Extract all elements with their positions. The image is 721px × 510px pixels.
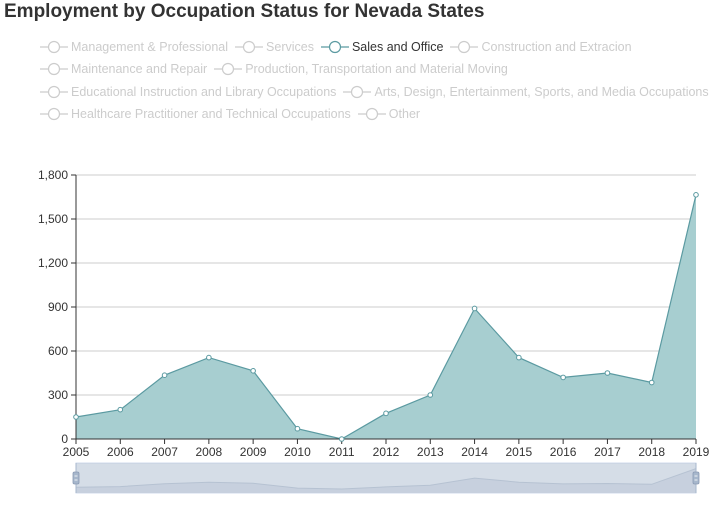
x-tick-label: 2019 — [683, 445, 710, 459]
legend-item-sales-and-office[interactable]: Sales and Office — [320, 40, 444, 54]
data-point[interactable] — [516, 354, 522, 361]
legend-line-circle-icon — [40, 62, 68, 76]
legend-label: Services — [266, 40, 314, 54]
legend-line-circle-icon — [40, 85, 68, 99]
legend-line-circle-icon — [357, 107, 386, 121]
y-tick-label: 0 — [61, 432, 68, 446]
legend-row: Maintenance and Repair Production, Transp… — [40, 62, 515, 79]
data-point[interactable] — [648, 379, 655, 386]
legend-label: Other — [388, 107, 421, 121]
data-point[interactable] — [294, 425, 301, 432]
legend-line-circle-icon — [343, 85, 372, 99]
legend-label: Construction and Extracion — [481, 40, 632, 54]
legend-item-services[interactable]: Services — [235, 40, 314, 54]
x-tick-label: 2018 — [638, 445, 665, 459]
x-tick-label: 2010 — [284, 445, 311, 459]
data-point[interactable] — [338, 436, 345, 442]
zoom-handle[interactable] — [72, 463, 80, 493]
legend-line-circle-icon — [40, 40, 68, 54]
data-point[interactable] — [161, 372, 168, 379]
data-point[interactable] — [604, 370, 611, 376]
data-point[interactable] — [560, 374, 566, 381]
legend-line-circle-icon — [214, 62, 243, 76]
data-point[interactable] — [471, 305, 478, 312]
x-tick-label: 2005 — [63, 445, 90, 459]
legend-item-educational-instruction-and-library-occupations[interactable]: Educational Instruction and Library Occu… — [40, 85, 336, 99]
legend-item-other[interactable]: Other — [357, 107, 421, 121]
legend-label: Production, Transportation and Material … — [245, 62, 508, 76]
legend-item-construction-and-extracion[interactable]: Construction and Extracion — [450, 40, 632, 54]
legend-item-arts-design-entertainment-sports-and-media-occupations[interactable]: Arts, Design, Entertainment, Sports, and… — [343, 85, 709, 99]
x-tick-label: 2017 — [594, 445, 621, 459]
y-tick-label: 1,500 — [38, 212, 68, 226]
x-tick-label: 2007 — [151, 445, 178, 459]
data-point[interactable] — [427, 392, 434, 398]
legend-line-circle-icon — [235, 40, 264, 54]
data-point[interactable] — [250, 368, 256, 374]
legend-label: Management & Professional — [71, 40, 229, 54]
legend-row: Educational Instruction and Library Occu… — [40, 85, 716, 102]
axes: 0 300 600 900 1,200 1,500 1,800 2005 2006 2007 200… — [38, 168, 710, 459]
x-tick-label: 2006 — [107, 445, 134, 459]
data-point[interactable] — [73, 414, 79, 420]
legend-item-maintenance-and-repair[interactable]: Maintenance and Repair — [40, 62, 207, 76]
legend: Management & Professional Services Sales a… — [0, 40, 721, 136]
zoom-preview-area — [76, 468, 696, 493]
legend-row: Management & Professional Services Sales a… — [40, 40, 639, 57]
legend-item-healthcare-practitioner-and-technical-occupations[interactable]: Healthcare Practitioner and Technical Oc… — [40, 107, 351, 121]
x-tick-label: 2008 — [196, 445, 223, 459]
legend-item-management-professional[interactable]: Management & Professional — [40, 40, 228, 54]
y-tick-label: 1,800 — [38, 168, 68, 182]
legend-line-circle-icon — [320, 40, 349, 54]
data-point[interactable] — [206, 354, 212, 361]
data-point[interactable] — [693, 192, 699, 198]
data-points — [73, 192, 699, 442]
y-tick-label: 600 — [48, 344, 68, 358]
data-point[interactable] — [383, 410, 389, 417]
chart-title: Employment by Occupation Status for Neva… — [4, 1, 485, 22]
legend-label: Educational Instruction and Library Occu… — [71, 85, 337, 99]
legend-line-circle-icon — [40, 107, 68, 121]
y-tick-label: 300 — [48, 388, 68, 402]
y-tick-label: 1,200 — [38, 256, 68, 270]
x-tick-label: 2012 — [373, 445, 400, 459]
zoom-window[interactable] — [76, 463, 696, 493]
legend-line-circle-icon — [450, 40, 479, 54]
zoom-preview-line — [75, 468, 697, 490]
series-area — [75, 194, 697, 440]
x-tick-label: 2013 — [417, 445, 444, 459]
data-zoom-slider[interactable] — [72, 462, 700, 494]
x-tick-label: 2015 — [506, 445, 533, 459]
legend-label: Maintenance and Repair — [71, 62, 208, 76]
legend-label: Healthcare Practitioner and Technical Oc… — [71, 107, 351, 121]
zoom-handle[interactable] — [692, 463, 700, 493]
grid-lines — [76, 174, 696, 396]
legend-label: Sales and Office — [351, 40, 444, 54]
legend-row: Healthcare Practitioner and Technical Oc… — [40, 107, 427, 124]
x-tick-label: 2016 — [550, 445, 577, 459]
x-tick-label: 2011 — [329, 445, 355, 459]
legend-label: Arts, Design, Entertainment, Sports, and… — [374, 85, 709, 99]
x-tick-label: 2014 — [461, 445, 488, 459]
y-tick-label: 900 — [48, 300, 68, 314]
area-fill — [76, 194, 696, 439]
legend-item-production-transportation-and-material-moving[interactable]: Production, Transportation and Material … — [214, 62, 508, 76]
data-point[interactable] — [117, 406, 124, 413]
x-tick-label: 2009 — [240, 445, 267, 459]
